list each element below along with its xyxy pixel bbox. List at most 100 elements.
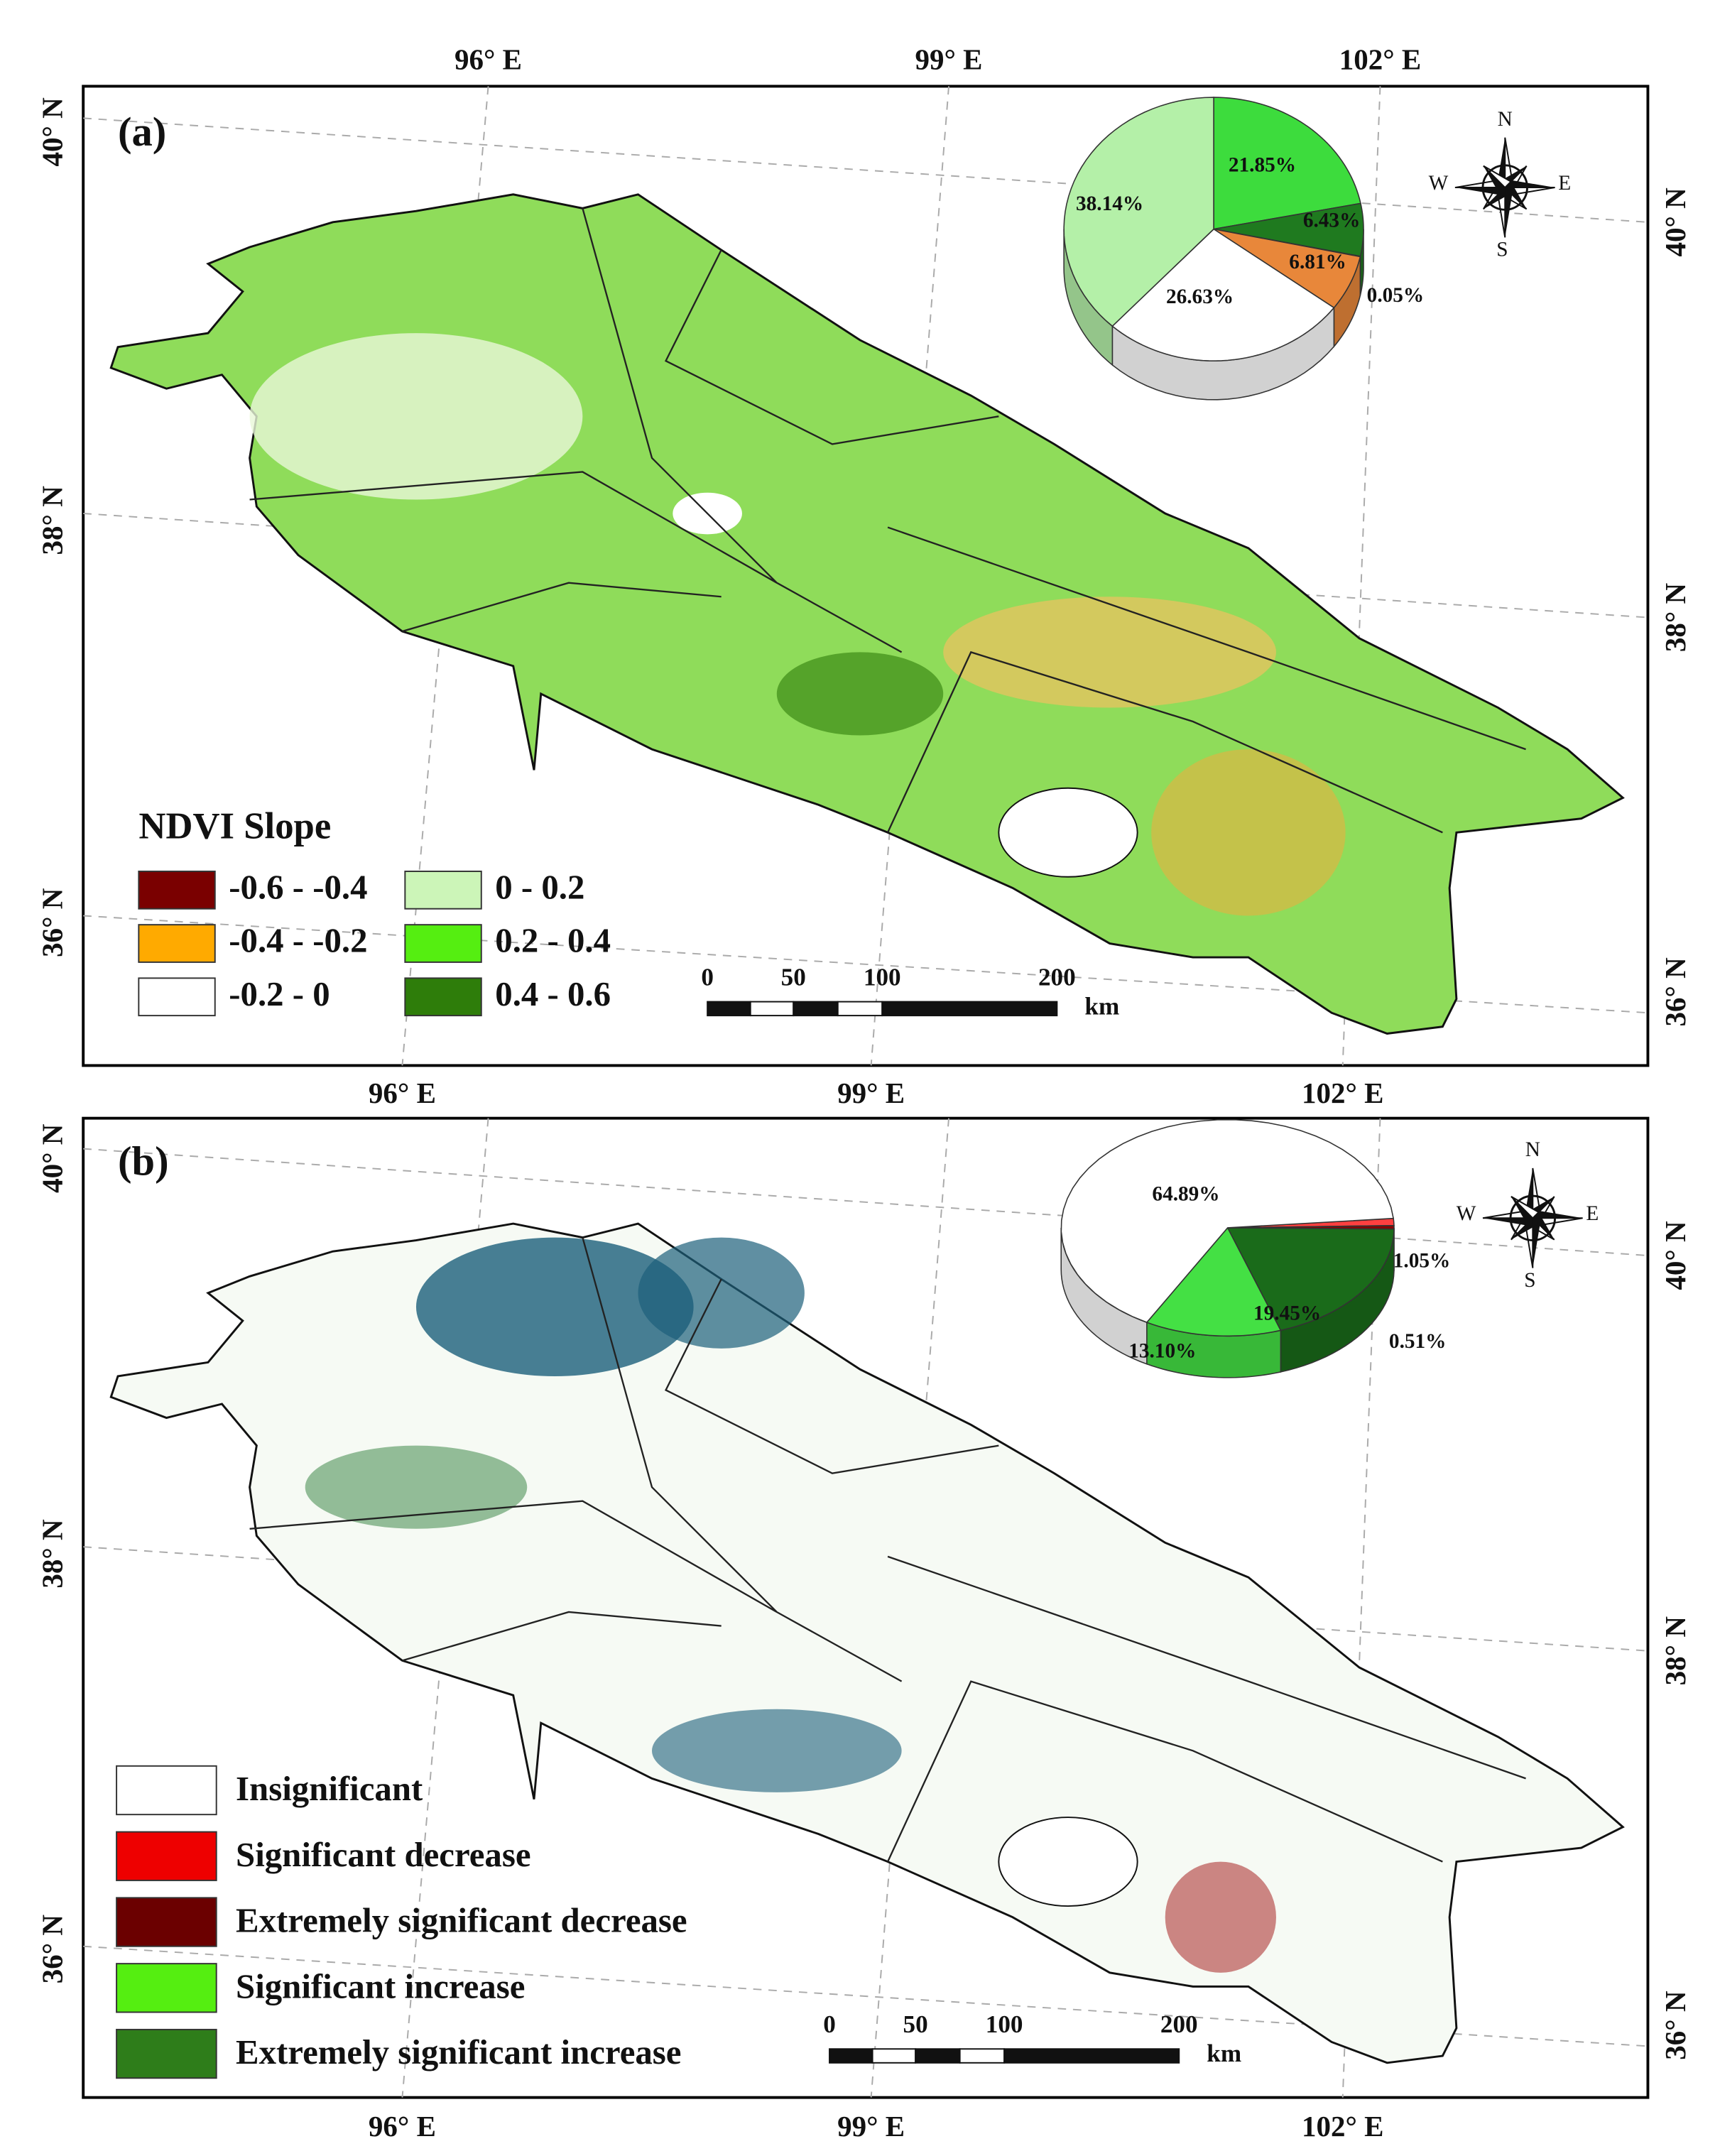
legend-label: Extremely significant decrease xyxy=(236,1901,687,1940)
latitude-label: 36° N xyxy=(1659,1991,1692,2060)
legend-label: 0.4 - 0.6 xyxy=(495,974,611,1013)
legend-label: 0 - 0.2 xyxy=(495,868,584,907)
latitude-label: 40° N xyxy=(1659,1221,1692,1290)
pie-slice xyxy=(1213,97,1361,230)
pie-label: 64.89% xyxy=(1152,1183,1219,1206)
compass-rose xyxy=(1482,1167,1583,1268)
legend-label: Insignificant xyxy=(236,1769,423,1808)
latitude-label: 38° N xyxy=(1659,1616,1692,1686)
scale-segment xyxy=(829,2048,873,2064)
legend-swatch xyxy=(138,924,216,963)
longitude-label: 99° E xyxy=(915,43,983,76)
scale-segment xyxy=(749,1001,795,1017)
longitude-label: 102° E xyxy=(1302,2110,1384,2143)
legend-label: -0.6 - -0.4 xyxy=(229,868,367,907)
pie-slice xyxy=(1213,202,1364,257)
compass-letter: N xyxy=(1525,1138,1540,1161)
map-frame xyxy=(82,85,1650,1067)
legend-swatch xyxy=(404,870,482,910)
legend-label: Extremely significant increase xyxy=(236,2032,681,2071)
scale-label: 100 xyxy=(864,963,901,991)
panel-label: (a) xyxy=(118,109,166,155)
scale-label: 50 xyxy=(781,963,806,991)
pie-slice xyxy=(1060,1118,1395,1324)
scale-segment xyxy=(1003,2048,1180,2064)
longitude-label: 99° E xyxy=(837,1077,905,1109)
compass-letter: E xyxy=(1558,172,1571,195)
scale-segment xyxy=(959,2048,1006,2064)
longitude-label: 102° E xyxy=(1339,43,1422,76)
latitude-label: 38° N xyxy=(36,1519,69,1589)
latitude-label: 36° N xyxy=(36,1915,69,1984)
longitude-label: 99° E xyxy=(837,2110,905,2143)
legend-title: NDVI Slope xyxy=(138,805,331,846)
compass-letter: W xyxy=(1429,172,1449,195)
pie-tops xyxy=(1060,1118,1395,1337)
pie-tops xyxy=(1063,97,1364,361)
legend-swatch xyxy=(116,1831,217,1881)
latitude-label: 36° N xyxy=(36,888,69,957)
pie-slice xyxy=(1111,228,1335,361)
pie-label: 21.85% xyxy=(1229,153,1296,176)
pie-label: 38.14% xyxy=(1076,192,1143,215)
longitude-label: 96° E xyxy=(369,1077,436,1109)
longitude-label: 96° E xyxy=(455,43,522,76)
legend-label: 0.2 - 0.4 xyxy=(495,921,611,960)
compass-letter: N xyxy=(1498,108,1513,131)
compass-letter: W xyxy=(1457,1202,1476,1225)
legend-swatch xyxy=(138,977,216,1017)
pie-sides xyxy=(1063,229,1364,401)
scale-label: 50 xyxy=(903,2010,928,2038)
legend-label: Significant decrease xyxy=(236,1835,530,1874)
scale-label: 200 xyxy=(1038,963,1076,991)
scale-label: 100 xyxy=(986,2010,1023,2038)
legend-label: Significant increase xyxy=(236,1966,525,2005)
longitude-label: 96° E xyxy=(369,2110,436,2143)
scale-label: 0 xyxy=(823,2010,836,2038)
pie-slice xyxy=(1145,1226,1282,1337)
pie-slice xyxy=(1063,97,1214,327)
legend-label: -0.4 - -0.2 xyxy=(229,921,367,960)
legend-swatch xyxy=(138,870,216,910)
scale-segment xyxy=(707,1001,751,1017)
scale-label: 0 xyxy=(701,963,714,991)
pie-label: 19.45% xyxy=(1253,1302,1321,1325)
legend-label: -0.2 - 0 xyxy=(229,974,330,1013)
legend-swatch xyxy=(116,1963,217,2013)
scale-unit: km xyxy=(1084,992,1119,1020)
legend-swatch xyxy=(404,924,482,963)
pie-slice xyxy=(1226,1227,1395,1332)
latitude-label: 36° N xyxy=(1659,957,1692,1027)
compass-point xyxy=(1505,187,1513,238)
longitude-label: 102° E xyxy=(1302,1077,1384,1109)
compass-letter: E xyxy=(1586,1202,1599,1225)
legend-swatch xyxy=(116,1897,217,1947)
pie-label: 26.63% xyxy=(1166,285,1234,308)
compass-letter: S xyxy=(1524,1269,1535,1292)
legend-swatch xyxy=(116,1765,217,1816)
scale-segment xyxy=(881,1001,1058,1017)
pie-label: 0.05% xyxy=(1367,284,1425,307)
legend-swatch xyxy=(404,977,482,1017)
scale-label: 200 xyxy=(1160,2010,1198,2038)
latitude-label: 40° N xyxy=(1659,187,1692,257)
pie-sides xyxy=(1060,1227,1395,1378)
compass-letter: S xyxy=(1496,239,1508,261)
map-frame xyxy=(82,1116,1650,2099)
scale-segment xyxy=(793,1001,839,1017)
latitude-label: 38° N xyxy=(36,486,69,555)
scale-unit: km xyxy=(1207,2040,1241,2067)
pie-label: 6.43% xyxy=(1303,209,1361,232)
compass-ring xyxy=(1509,1194,1557,1241)
scale-segment xyxy=(837,1001,883,1017)
pie-slice xyxy=(1213,228,1361,309)
latitude-label: 38° N xyxy=(1659,583,1692,653)
latitude-label: 40° N xyxy=(36,97,69,167)
legend-swatch xyxy=(116,2028,217,2079)
pie-label: 6.81% xyxy=(1289,251,1346,273)
pie-label: 1.05% xyxy=(1393,1249,1451,1272)
scale-segment xyxy=(871,2048,917,2064)
compass-rose xyxy=(1454,137,1555,238)
